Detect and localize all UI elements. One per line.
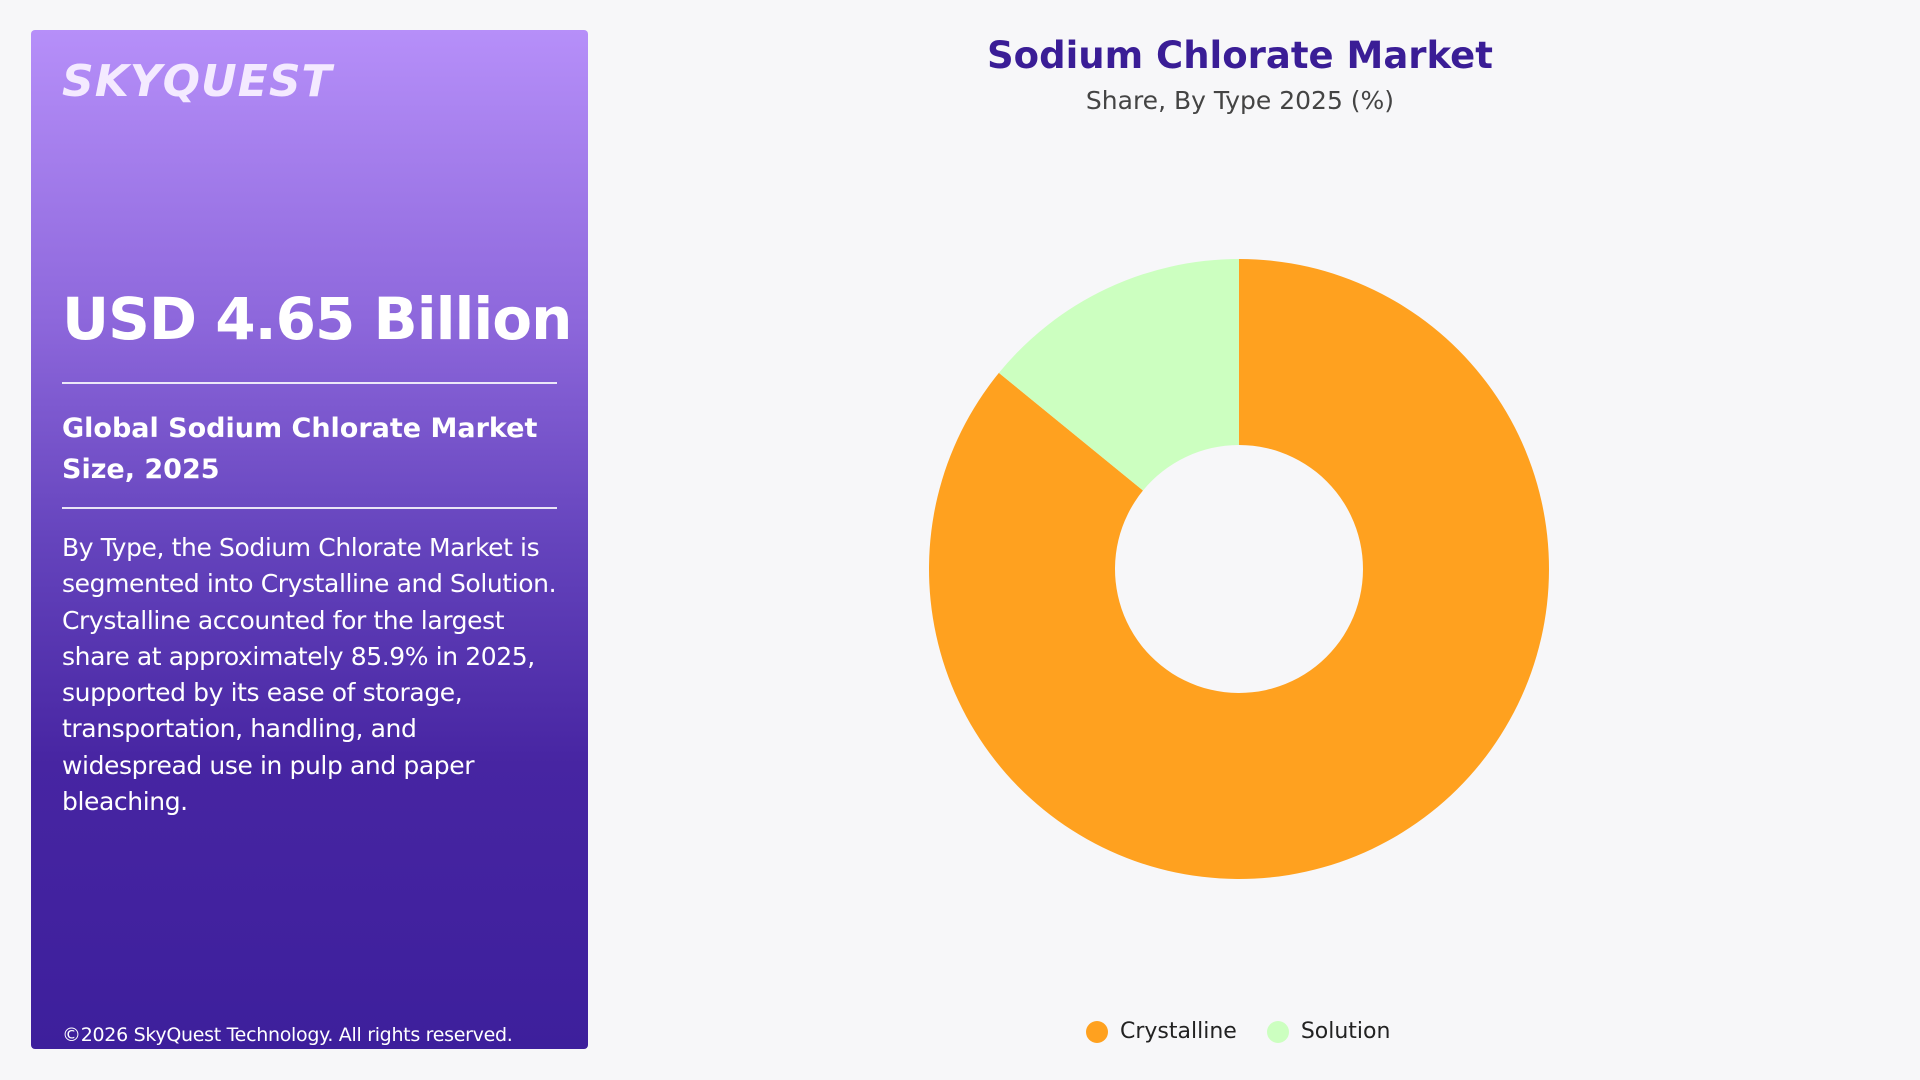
summary-description: By Type, the Sodium Chlorate Market is s…: [62, 533, 557, 817]
market-size-headline: USD 4.65 Billion: [62, 285, 572, 353]
summary-panel: SKYQUEST USD 4.65 Billion Global Sodium …: [31, 30, 588, 1049]
copyright-notice: ©2026 SkyQuest Technology. All rights re…: [62, 1024, 513, 1046]
market-size-subhead: Global Sodium Chlorate Market Size, 2025: [62, 413, 538, 485]
legend-label-crystalline: Crystalline: [1120, 1019, 1237, 1044]
chart-subtitle: Share, By Type 2025 (%): [1085, 86, 1395, 115]
slice-crystalline[interactable]: [929, 259, 1549, 879]
legend-swatch-solution: [1266, 1020, 1289, 1043]
divider: [62, 507, 557, 509]
legend-label-solution: Solution: [1300, 1019, 1391, 1044]
legend-item-crystalline[interactable]: Crystalline: [1086, 1019, 1237, 1044]
chart-title: Sodium Chlorate Market: [987, 34, 1493, 77]
legend-item-solution[interactable]: Solution: [1266, 1019, 1391, 1044]
chart-legend: Crystalline Solution: [1086, 1019, 1420, 1044]
legend-swatch-crystalline: [1086, 1020, 1108, 1043]
divider: [62, 382, 557, 384]
skyquest-logo: SKYQUEST: [62, 56, 333, 107]
slice-solution[interactable]: [998, 259, 1239, 491]
